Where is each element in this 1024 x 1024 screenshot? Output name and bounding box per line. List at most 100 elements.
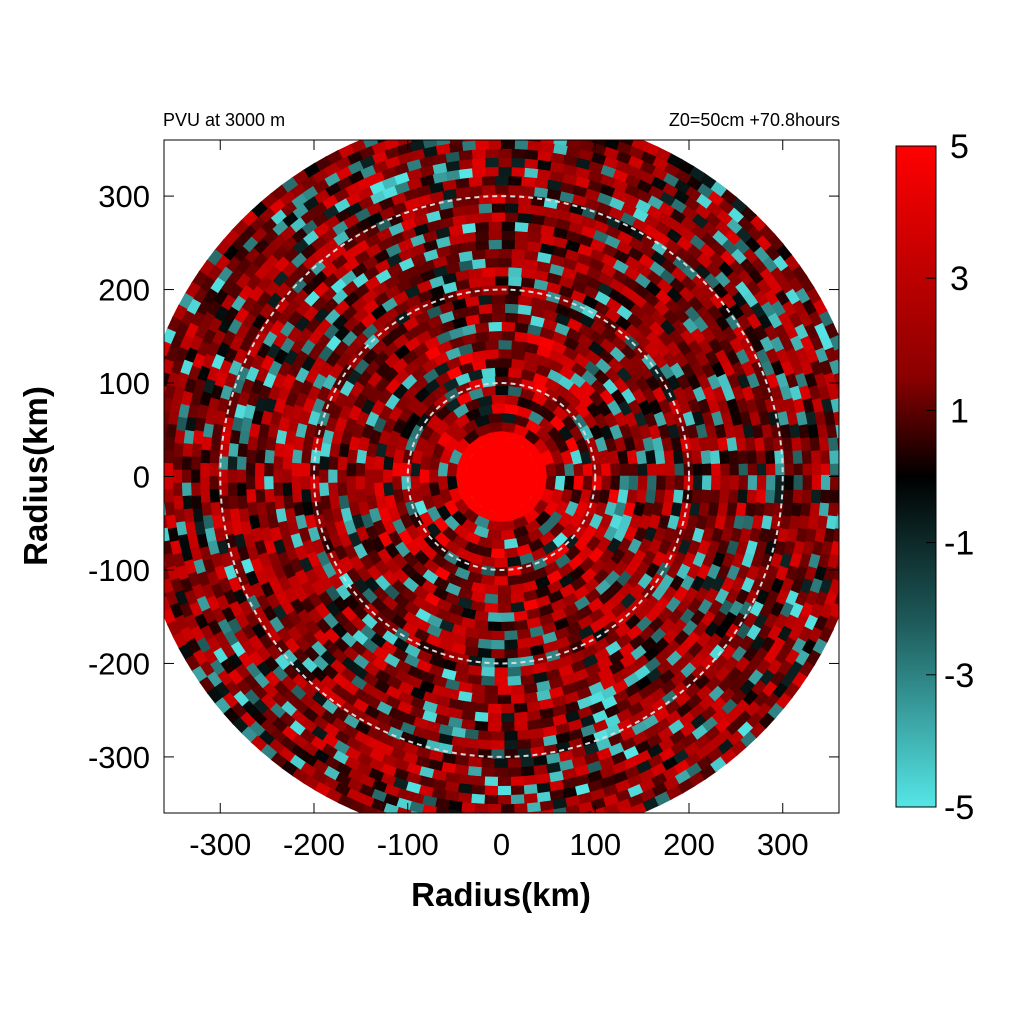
y-tick-label: 0 (133, 460, 150, 495)
heatmap-cell (674, 475, 685, 491)
heatmap-cell (490, 312, 506, 323)
heatmap-cell (397, 807, 414, 813)
heatmap-cell (136, 443, 146, 458)
heatmap-cell (563, 462, 575, 477)
heatmap-cell (519, 185, 536, 197)
heatmap-cell (619, 462, 630, 477)
x-tick-label: -300 (189, 827, 251, 862)
heatmap-cell (510, 693, 527, 705)
heatmap-cell (513, 702, 530, 714)
y-tick-label: -200 (88, 646, 150, 681)
heatmap-cell (494, 558, 510, 568)
heatmap-cell (573, 461, 585, 477)
heatmap-cell (576, 140, 594, 152)
heatmap-cell (840, 396, 852, 412)
heatmap-cell (665, 475, 676, 491)
heatmap-cell (494, 676, 510, 687)
heatmap-cell (493, 367, 509, 377)
heatmap-cell (481, 767, 497, 778)
heatmap-cell (490, 394, 506, 405)
heatmap-cell (461, 801, 478, 813)
heatmap-cell (858, 462, 867, 477)
heatmap-cell (591, 462, 603, 477)
heatmap-cell (473, 239, 490, 251)
heatmap-cell (820, 487, 831, 504)
heatmap-cell (516, 140, 528, 141)
heatmap-cell (245, 489, 257, 505)
heatmap-cell (589, 140, 606, 146)
heatmap-cell (784, 474, 795, 491)
heatmap-cell (493, 275, 509, 286)
heatmap-cell (852, 409, 863, 425)
heatmap-cell (400, 462, 412, 478)
heatmap-cell (139, 417, 150, 433)
heatmap-cell (593, 124, 610, 137)
y-tick-label: 200 (98, 273, 150, 308)
heatmap-cell (830, 395, 839, 413)
heatmap-cell (199, 476, 210, 492)
heatmap-cell (829, 461, 839, 477)
heatmap-cell (509, 257, 526, 269)
heatmap-cell (487, 330, 502, 341)
heatmap-cell (504, 639, 520, 650)
colorbar-gradient (895, 145, 937, 808)
colorbar-ticks: 5 3 1 -1 -3 -5 (926, 128, 974, 827)
x-tick-label: 100 (569, 827, 621, 862)
heatmap-cell (164, 424, 168, 440)
heatmap-cell (539, 123, 555, 134)
heatmap-cell (500, 130, 515, 139)
heatmap-cell (141, 534, 153, 550)
heatmap-cell (496, 166, 512, 177)
heatmap-cell (190, 482, 201, 498)
heatmap-cell (391, 462, 403, 478)
heatmap-cell (490, 539, 506, 550)
heatmap-cell (172, 482, 183, 499)
heatmap-cell (840, 540, 852, 556)
heatmap-cell (300, 449, 312, 465)
heatmap-cell (227, 469, 237, 485)
heatmap-cell (755, 487, 767, 504)
heatmap-cell (506, 275, 522, 287)
heatmap-cell (506, 266, 523, 278)
heatmap-cell (164, 384, 176, 402)
heatmap-cell (281, 456, 293, 472)
heatmap-cell (474, 803, 491, 813)
heatmap-cell (484, 785, 500, 796)
heatmap-cell (500, 220, 516, 232)
heatmap-cell (582, 810, 594, 813)
heatmap-cell (720, 475, 731, 491)
heatmap-cell (513, 221, 529, 233)
heatmap-cell (483, 257, 499, 268)
heatmap-cell (834, 590, 839, 605)
heatmap-cell (503, 202, 519, 214)
heatmap-cell (691, 488, 703, 504)
heatmap-cell (146, 502, 157, 517)
heatmap-cell (840, 475, 849, 490)
heatmap-cell (728, 488, 740, 504)
heatmap-cell (154, 477, 163, 492)
heatmap-cell (600, 462, 612, 477)
heatmap-cell (318, 455, 330, 472)
heatmap-cell (503, 303, 519, 314)
heatmap-cell (565, 804, 583, 813)
heatmap-cell (847, 435, 858, 450)
heatmap-cell (646, 462, 658, 477)
heatmap-cell (701, 475, 713, 491)
heatmap-cell (236, 443, 248, 459)
heatmap-cell (847, 552, 859, 568)
x-tick-label: 300 (757, 827, 809, 862)
heatmap-cell (514, 720, 530, 732)
heatmap-cell (602, 140, 620, 150)
heatmap-cell (141, 404, 153, 420)
heatmap-cell (755, 448, 767, 465)
heatmap-cell (151, 541, 163, 557)
heatmap-cell (509, 148, 526, 159)
heatmap-cell (422, 804, 439, 813)
heatmap-cell (474, 702, 490, 714)
heatmap-cell (719, 488, 731, 504)
heatmap-cell (478, 831, 493, 841)
heatmap-cell (838, 491, 839, 503)
heatmap-cell (503, 312, 519, 323)
heatmap-cell (747, 475, 758, 491)
heatmap-cell (172, 442, 184, 459)
